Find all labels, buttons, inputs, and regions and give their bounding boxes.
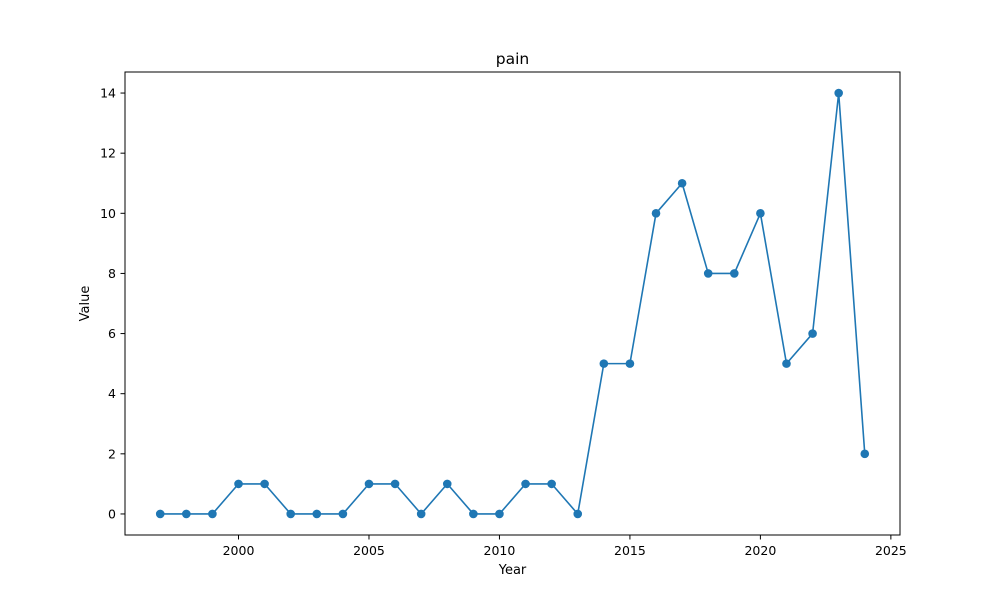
data-point (155, 509, 165, 519)
y-tick-label: 8 (108, 266, 116, 281)
y-axis-label: Value (78, 286, 93, 322)
data-point (703, 269, 713, 278)
data-point (312, 509, 322, 519)
series-layer (155, 88, 870, 519)
x-tick-label: 2010 (484, 543, 516, 558)
data-point (651, 209, 661, 218)
x-tick-label: 2025 (875, 543, 907, 558)
x-tick-label: 2005 (353, 543, 385, 558)
data-point (573, 509, 583, 519)
x-tick-label: 2020 (744, 543, 776, 558)
data-point (625, 359, 635, 368)
y-tick-label: 6 (108, 326, 116, 341)
data-point (730, 269, 739, 278)
x-tick-label: 2015 (614, 543, 646, 558)
data-point (260, 479, 269, 489)
data-point (390, 479, 400, 489)
data-point (599, 359, 609, 368)
y-tick-label: 14 (100, 86, 116, 101)
data-point (677, 178, 687, 188)
data-point (234, 479, 243, 489)
data-point (364, 479, 374, 489)
y-tick-label: 4 (108, 386, 116, 401)
ticks-layer: 2000 2005 2010 2015 2020 2025 0 2 4 6 8 10 12 14 (100, 86, 907, 558)
data-point (834, 88, 843, 98)
data-point (286, 509, 295, 519)
data-point (442, 479, 452, 489)
data-point (547, 479, 556, 489)
data-point (208, 509, 217, 519)
data-point (808, 329, 817, 338)
chart-title: pain (496, 50, 529, 68)
data-point (860, 449, 870, 459)
y-tick-label: 10 (100, 206, 116, 221)
y-tick-label: 12 (100, 146, 116, 161)
data-point (495, 509, 504, 519)
data-point (182, 509, 191, 519)
data-point (521, 479, 530, 489)
data-point (782, 359, 791, 368)
data-point (756, 209, 765, 218)
plot-area-frame (124, 71, 901, 536)
series-line (160, 92, 866, 515)
y-tick-label: 0 (108, 506, 116, 521)
data-point (416, 509, 426, 519)
data-point (469, 509, 478, 519)
x-tick-label: 2000 (223, 543, 255, 558)
x-axis-label: Year (498, 563, 527, 578)
data-point (338, 509, 348, 519)
y-tick-label: 2 (108, 446, 116, 461)
